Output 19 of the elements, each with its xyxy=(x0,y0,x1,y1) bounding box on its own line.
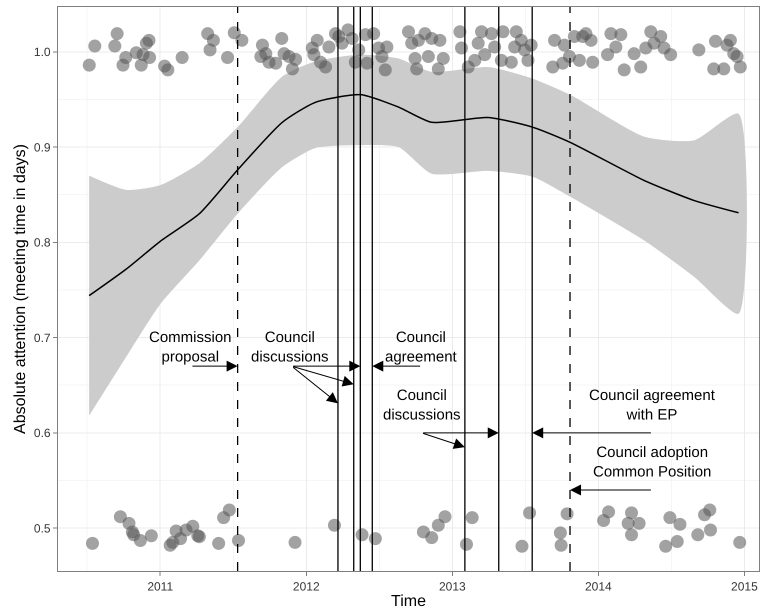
ref-line-label: Council adoption Common Position xyxy=(593,444,712,480)
y-tick-label: 0.6 xyxy=(34,426,51,440)
y-tick-label: 1.0 xyxy=(34,44,51,59)
x-tick-label: 2012 xyxy=(292,579,320,594)
y-tick-label: 0.9 xyxy=(34,140,51,154)
y-axis-title: Absolute attention (meeting time in days) xyxy=(12,144,29,434)
x-tick-label: 2015 xyxy=(731,579,758,594)
x-axis-title: Time xyxy=(391,593,426,610)
y-tick-label: 0.8 xyxy=(34,236,51,250)
y-tick-label: 0.5 xyxy=(34,521,51,536)
x-tick-label: 2013 xyxy=(438,579,466,594)
y-tick-label: 0.7 xyxy=(34,330,51,345)
x-tick-label: 2011 xyxy=(147,579,174,594)
ref-line-label: Commission proposal xyxy=(149,329,232,366)
ref-line-label: Council agreement xyxy=(385,329,458,366)
x-tick-label: 2014 xyxy=(585,579,612,594)
ref-line-label: Council discussions xyxy=(383,387,461,424)
ref-line-label: Council agreement with EP xyxy=(589,387,716,424)
ref-line-label: Council discussions xyxy=(251,329,329,366)
